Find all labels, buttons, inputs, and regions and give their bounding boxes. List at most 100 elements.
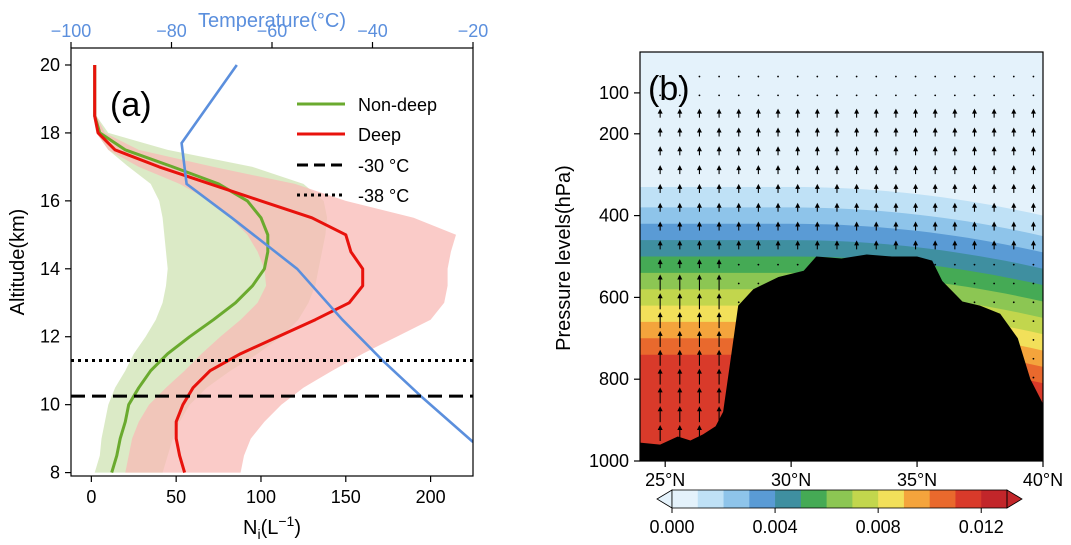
wind-dot: [718, 94, 720, 97]
wind-arrow-head: [657, 312, 663, 318]
wind-arrow-head: [1030, 202, 1036, 208]
wind-dot: [836, 75, 838, 78]
wind-arrow-head: [1030, 165, 1036, 171]
wind-arrow-head: [795, 108, 801, 114]
wind-arrow-head: [657, 259, 663, 265]
wind-dot: [777, 263, 779, 266]
x-tick-label: 100: [246, 487, 276, 507]
wind-arrow-head: [657, 108, 663, 114]
wind-arrow-head: [814, 146, 820, 152]
wind-arrow-head: [932, 127, 938, 133]
wind-dot: [777, 75, 779, 78]
wind-arrow-head: [854, 108, 860, 114]
legend-label-30c: -30 °C: [358, 156, 409, 176]
wind-arrow-head: [991, 108, 997, 114]
wind-arrow-head: [834, 240, 840, 246]
wind-arrow-head: [932, 240, 938, 246]
wind-arrow-head: [971, 240, 977, 246]
wind-arrow-head: [971, 165, 977, 171]
wind-arrow-head: [677, 425, 683, 431]
wind-arrow-head: [873, 146, 879, 152]
profile-lines: [71, 64, 473, 474]
wind-arrow-head: [834, 108, 840, 114]
wind-dot: [993, 263, 996, 266]
wind-arrow-head: [971, 127, 977, 133]
wind-dot: [875, 75, 878, 78]
legend-label-38c: -38 °C: [358, 186, 409, 206]
wind-arrow-head: [696, 330, 702, 336]
wind-dot: [1012, 94, 1015, 97]
wind-arrow-head: [795, 183, 801, 189]
pressure-tick-label: 1000: [589, 451, 629, 471]
wind-dot: [816, 94, 819, 97]
wind-arrow-head: [696, 146, 702, 152]
wind-arrow-head: [657, 240, 663, 246]
wind-arrow-head: [854, 240, 860, 246]
wind-arrow-head: [696, 406, 702, 412]
wind-dot: [1012, 75, 1015, 78]
colorbar-swatch: [800, 490, 828, 508]
wind-arrow-head: [755, 127, 761, 133]
wind-dot: [973, 94, 976, 97]
wind-arrow-head: [971, 108, 977, 114]
wind-arrow-head: [854, 146, 860, 152]
wind-arrow-head: [736, 165, 742, 171]
x-tick-label: 200: [416, 487, 446, 507]
wind-arrow-head: [913, 183, 919, 189]
wind-arrow-head: [696, 127, 702, 133]
wind-arrow-head: [834, 165, 840, 171]
wind-arrow-head: [1030, 221, 1036, 227]
panel-label-a: (a): [110, 86, 152, 124]
wind-arrow-head: [952, 165, 958, 171]
colorbar-tick-label: 0.004: [753, 517, 798, 537]
wind-arrow-head: [716, 368, 722, 374]
wind-dot: [953, 94, 956, 97]
wind-arrow-head: [952, 127, 958, 133]
wind-dot: [816, 75, 819, 78]
wind-arrow-head: [873, 165, 879, 171]
wind-arrow-head: [657, 183, 663, 189]
wind-dot: [698, 75, 701, 78]
wind-dot: [757, 282, 760, 285]
x-tick-label: 150: [331, 487, 361, 507]
top-axis-label: Temperature(°C): [198, 10, 346, 32]
wind-arrow-head: [1011, 165, 1017, 171]
lat-tick-label: 30°N: [771, 470, 811, 490]
wind-arrow-head: [677, 221, 683, 227]
panel-b: 25°N 30°N 35°N 40°N 100 200 400 600 800 1000 (b)…: [553, 51, 1063, 537]
wind-arrow-head: [677, 293, 683, 299]
wind-dot: [1032, 357, 1035, 360]
wind-arrow-head: [696, 425, 702, 431]
wind-dot: [855, 75, 858, 78]
colorbar-swatch: [723, 490, 750, 508]
x-axis-label: Ni(L−1): [243, 513, 301, 542]
latitude-ticks: 25°N 30°N 35°N 40°N: [645, 461, 1063, 490]
wind-arrow-head: [775, 202, 781, 208]
wind-arrow-head: [932, 202, 938, 208]
wind-arrow-head: [677, 146, 683, 152]
wind-arrow-head: [814, 221, 820, 227]
wind-arrow-head: [696, 368, 702, 374]
wind-arrow-head: [775, 165, 781, 171]
wind-arrow-head: [795, 165, 801, 171]
wind-dot: [875, 94, 878, 97]
wind-dot: [737, 282, 740, 285]
wind-arrow-head: [677, 108, 683, 114]
wind-dot: [1012, 282, 1015, 285]
wind-arrow-head: [913, 146, 919, 152]
wind-arrow-head: [657, 425, 663, 431]
wind-arrow-head: [991, 127, 997, 133]
wind-arrow-head: [677, 312, 683, 318]
wind-arrow-head: [657, 406, 663, 412]
wind-dot: [678, 94, 681, 97]
wind-arrow-head: [755, 108, 761, 114]
wind-arrow-head: [696, 240, 702, 246]
wind-dot: [993, 301, 996, 304]
wind-arrow-head: [677, 274, 683, 280]
top-x-tick-label: −20: [458, 21, 489, 41]
wind-arrow-head: [952, 108, 958, 114]
colorbar-swatch: [955, 490, 982, 508]
wind-arrow-head: [991, 146, 997, 152]
wind-arrow-head: [932, 146, 938, 152]
wind-dot: [993, 94, 996, 97]
